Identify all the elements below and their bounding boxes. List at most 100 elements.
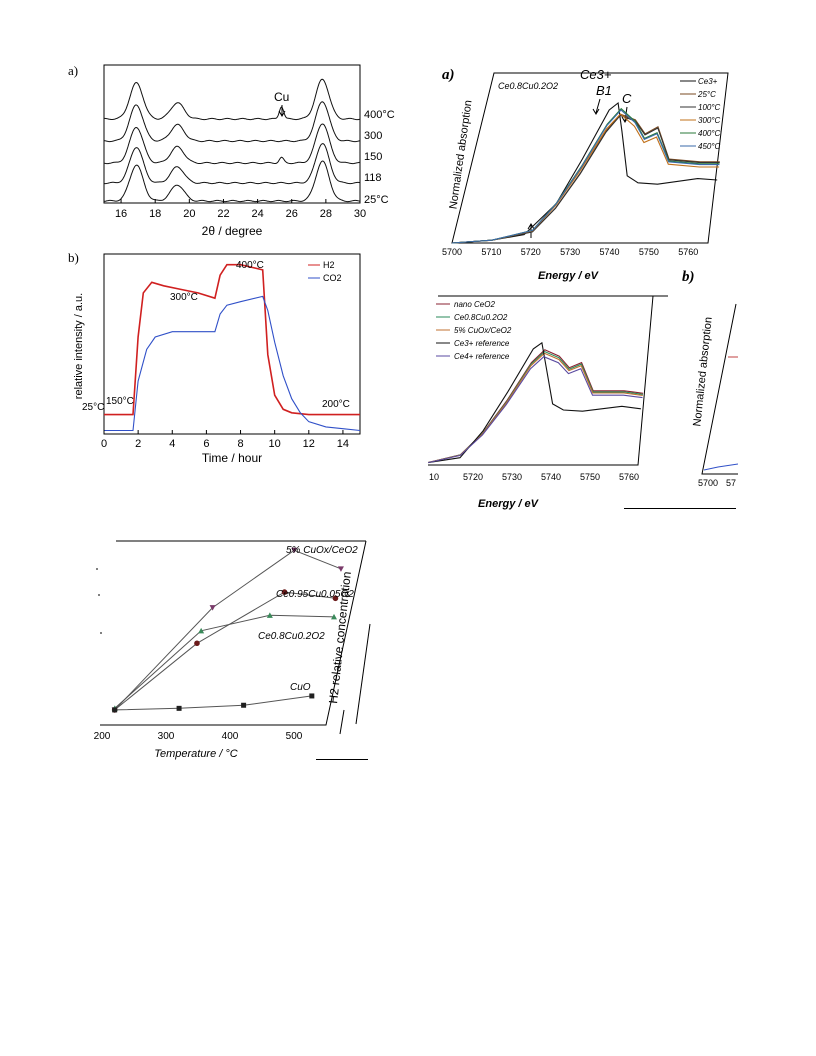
tpr-x-ticks: 200 300 400 500: [94, 731, 303, 742]
xanes-b-legend-label: nano CeO2: [454, 300, 495, 309]
xrd-trace-4: [103, 160, 361, 203]
xanes-b-legend-label: Ce4+ reference: [454, 352, 510, 361]
tpr-point: [332, 595, 339, 602]
xanes-b-tick-label: 5730: [502, 472, 522, 482]
tpr-point: [281, 589, 288, 595]
gas-line-co2: [104, 295, 361, 432]
gas-anno-300: 300°C: [170, 292, 198, 303]
xanes-b-frame: [428, 295, 668, 466]
xanes-a-legend-label: Ce3+: [698, 77, 718, 86]
xanes-b-legend-label: Ce0.8Cu0.2O2: [454, 313, 508, 322]
xanes-a-tick-label: 5750: [639, 247, 659, 257]
xanes-a-b1-label: B1: [596, 83, 612, 98]
xrd-cu-label: Cu: [274, 90, 289, 104]
xrd-trace-3: [104, 143, 361, 185]
gas-tick-label: 10: [269, 438, 281, 450]
xrd-x-ticks: 16 18 20 22 24 26 28 30: [115, 199, 366, 220]
tpr-line-2: [114, 614, 335, 709]
gas-plot-frame: [103, 253, 361, 435]
xanes-a-legend-label: 25°C: [697, 90, 716, 99]
xrd-traces: [103, 78, 361, 203]
tpr-tick-label: 300: [158, 731, 175, 742]
tpr-lines: [111, 547, 344, 713]
xanes-b-legend-label: Ce3+ reference: [454, 339, 510, 348]
tpr-figure: 5% CuOx/CeO2 Ce0.95Cu0.05O2 Ce0.8Cu0.2O2…: [94, 540, 367, 760]
xanes-a-legend: Ce3+ 25°C 100°C 300°C 400°C 450°C: [680, 77, 721, 151]
xrd-tick-label: 22: [217, 208, 229, 220]
xanes-a-line-2: [451, 114, 720, 244]
gas-tick-label: 2: [135, 438, 141, 450]
tpr-tick-label: 500: [286, 731, 303, 742]
xanes-a-line-1: [451, 113, 720, 244]
gas-x-ticks: 0 2 4 6 8 10 12 14: [101, 430, 349, 450]
xrd-tick-label: 28: [320, 208, 332, 220]
xrd-tick-label: 18: [149, 208, 161, 220]
gas-x-axis-label: Time / hour: [202, 451, 262, 465]
xrd-figure: a) 16 18 20 22 24 26 28 30 Cu 400°C 300 150 118…: [68, 63, 395, 238]
xanes-a-line-5: [451, 109, 720, 244]
gas-tick-label: 12: [303, 438, 315, 450]
xrd-trace-0: [104, 78, 361, 121]
tpr-side-axis-line: [355, 623, 371, 725]
xanes-b-line-1: [428, 350, 643, 464]
xanes-b-line-3: [428, 341, 641, 464]
xanes-c-figure: Normalized absorption 5700 57: [691, 303, 738, 488]
xanes-a-tick-label: 5730: [560, 247, 580, 257]
legend-h2-label: H2: [323, 260, 335, 270]
xanes-b-x-axis-label: Energy / eV: [478, 498, 540, 510]
tpr-point: [198, 627, 205, 634]
xanes-a-legend-label: 450°C: [698, 142, 721, 151]
xanes-a-y-axis-label: Normalized absorption: [447, 99, 474, 210]
xanes-b-underline: [624, 508, 736, 509]
tpr-point: [291, 547, 298, 554]
gas-tick-label: 4: [169, 438, 175, 450]
gas-anno-400: 400°C: [236, 260, 264, 271]
xrd-x-axis-label: 2θ / degree: [202, 224, 263, 238]
gas-y-axis-label: relative intensity / a.u.: [73, 293, 85, 399]
tpr-underline: [316, 759, 368, 760]
xanes-a-panel-label: a): [442, 67, 455, 83]
xanes-a-tick-label: 5760: [678, 247, 698, 257]
tpr-label-cuox: 5% CuOx/CeO2: [286, 545, 358, 556]
tpr-label-cuo: CuO: [290, 682, 311, 693]
tpr-line-1: [114, 591, 336, 711]
tpr-label-ce08: Ce0.8Cu0.2O2: [258, 631, 325, 642]
gas-line-h2: [104, 263, 360, 416]
xrd-tick-label: 20: [183, 208, 195, 220]
xrd-trace-label-118: 118: [364, 172, 382, 184]
xanes-a-lines: [451, 101, 720, 244]
xanes-a-line-0: [451, 101, 718, 244]
xanes-c-tick-5700: 5700: [698, 478, 718, 488]
xrd-trace-label-150: 150: [364, 151, 382, 163]
xanes-a-line-4: [451, 107, 720, 244]
xanes-a-tick-label: 5710: [481, 247, 501, 257]
tpr-point: [209, 605, 216, 611]
xrd-panel-label: a): [68, 63, 78, 78]
xanes-a-frame: [451, 72, 729, 244]
xanes-b-tick-label: 10: [429, 472, 439, 482]
tpr-side-axis: H2 relative concentration: [328, 571, 371, 735]
gas-tick-label: 14: [337, 438, 349, 450]
gas-tick-label: 6: [203, 438, 209, 450]
tpr-label-ce095: Ce0.95Cu0.05O2: [276, 589, 354, 600]
tpr-tick-label: 200: [94, 731, 111, 742]
xanes-b-line-4: [428, 356, 643, 464]
xanes-a-composition: Ce0.8Cu0.2O2: [498, 81, 558, 91]
xanes-b-tick-label: 5720: [463, 472, 483, 482]
xrd-plot-frame: [103, 64, 361, 204]
xanes-a-tick-label: 5740: [600, 247, 620, 257]
tpr-point: [337, 566, 344, 572]
xanes-b-figure: nano CeO2 Ce0.8Cu0.2O2 5% CuOx/CeO2 Ce3+ re…: [428, 295, 668, 510]
tpr-point: [331, 613, 338, 620]
tpr-point: [176, 705, 182, 711]
gas-tick-label: 8: [237, 438, 243, 450]
xrd-trace-label-25: 25°C: [364, 194, 389, 206]
xrd-trace-2: [103, 123, 360, 165]
xanes-c-tick-57: 57: [726, 478, 736, 488]
gas-anno-25: 25°C: [82, 402, 104, 413]
xanes-b-line-0: [428, 349, 644, 463]
tpr-line-3: [114, 695, 312, 711]
xanes-a-b1-arrow: [592, 98, 601, 115]
xanes-b-label-svg: b): [682, 269, 695, 285]
xanes-a-legend-label: 100°C: [698, 103, 721, 112]
